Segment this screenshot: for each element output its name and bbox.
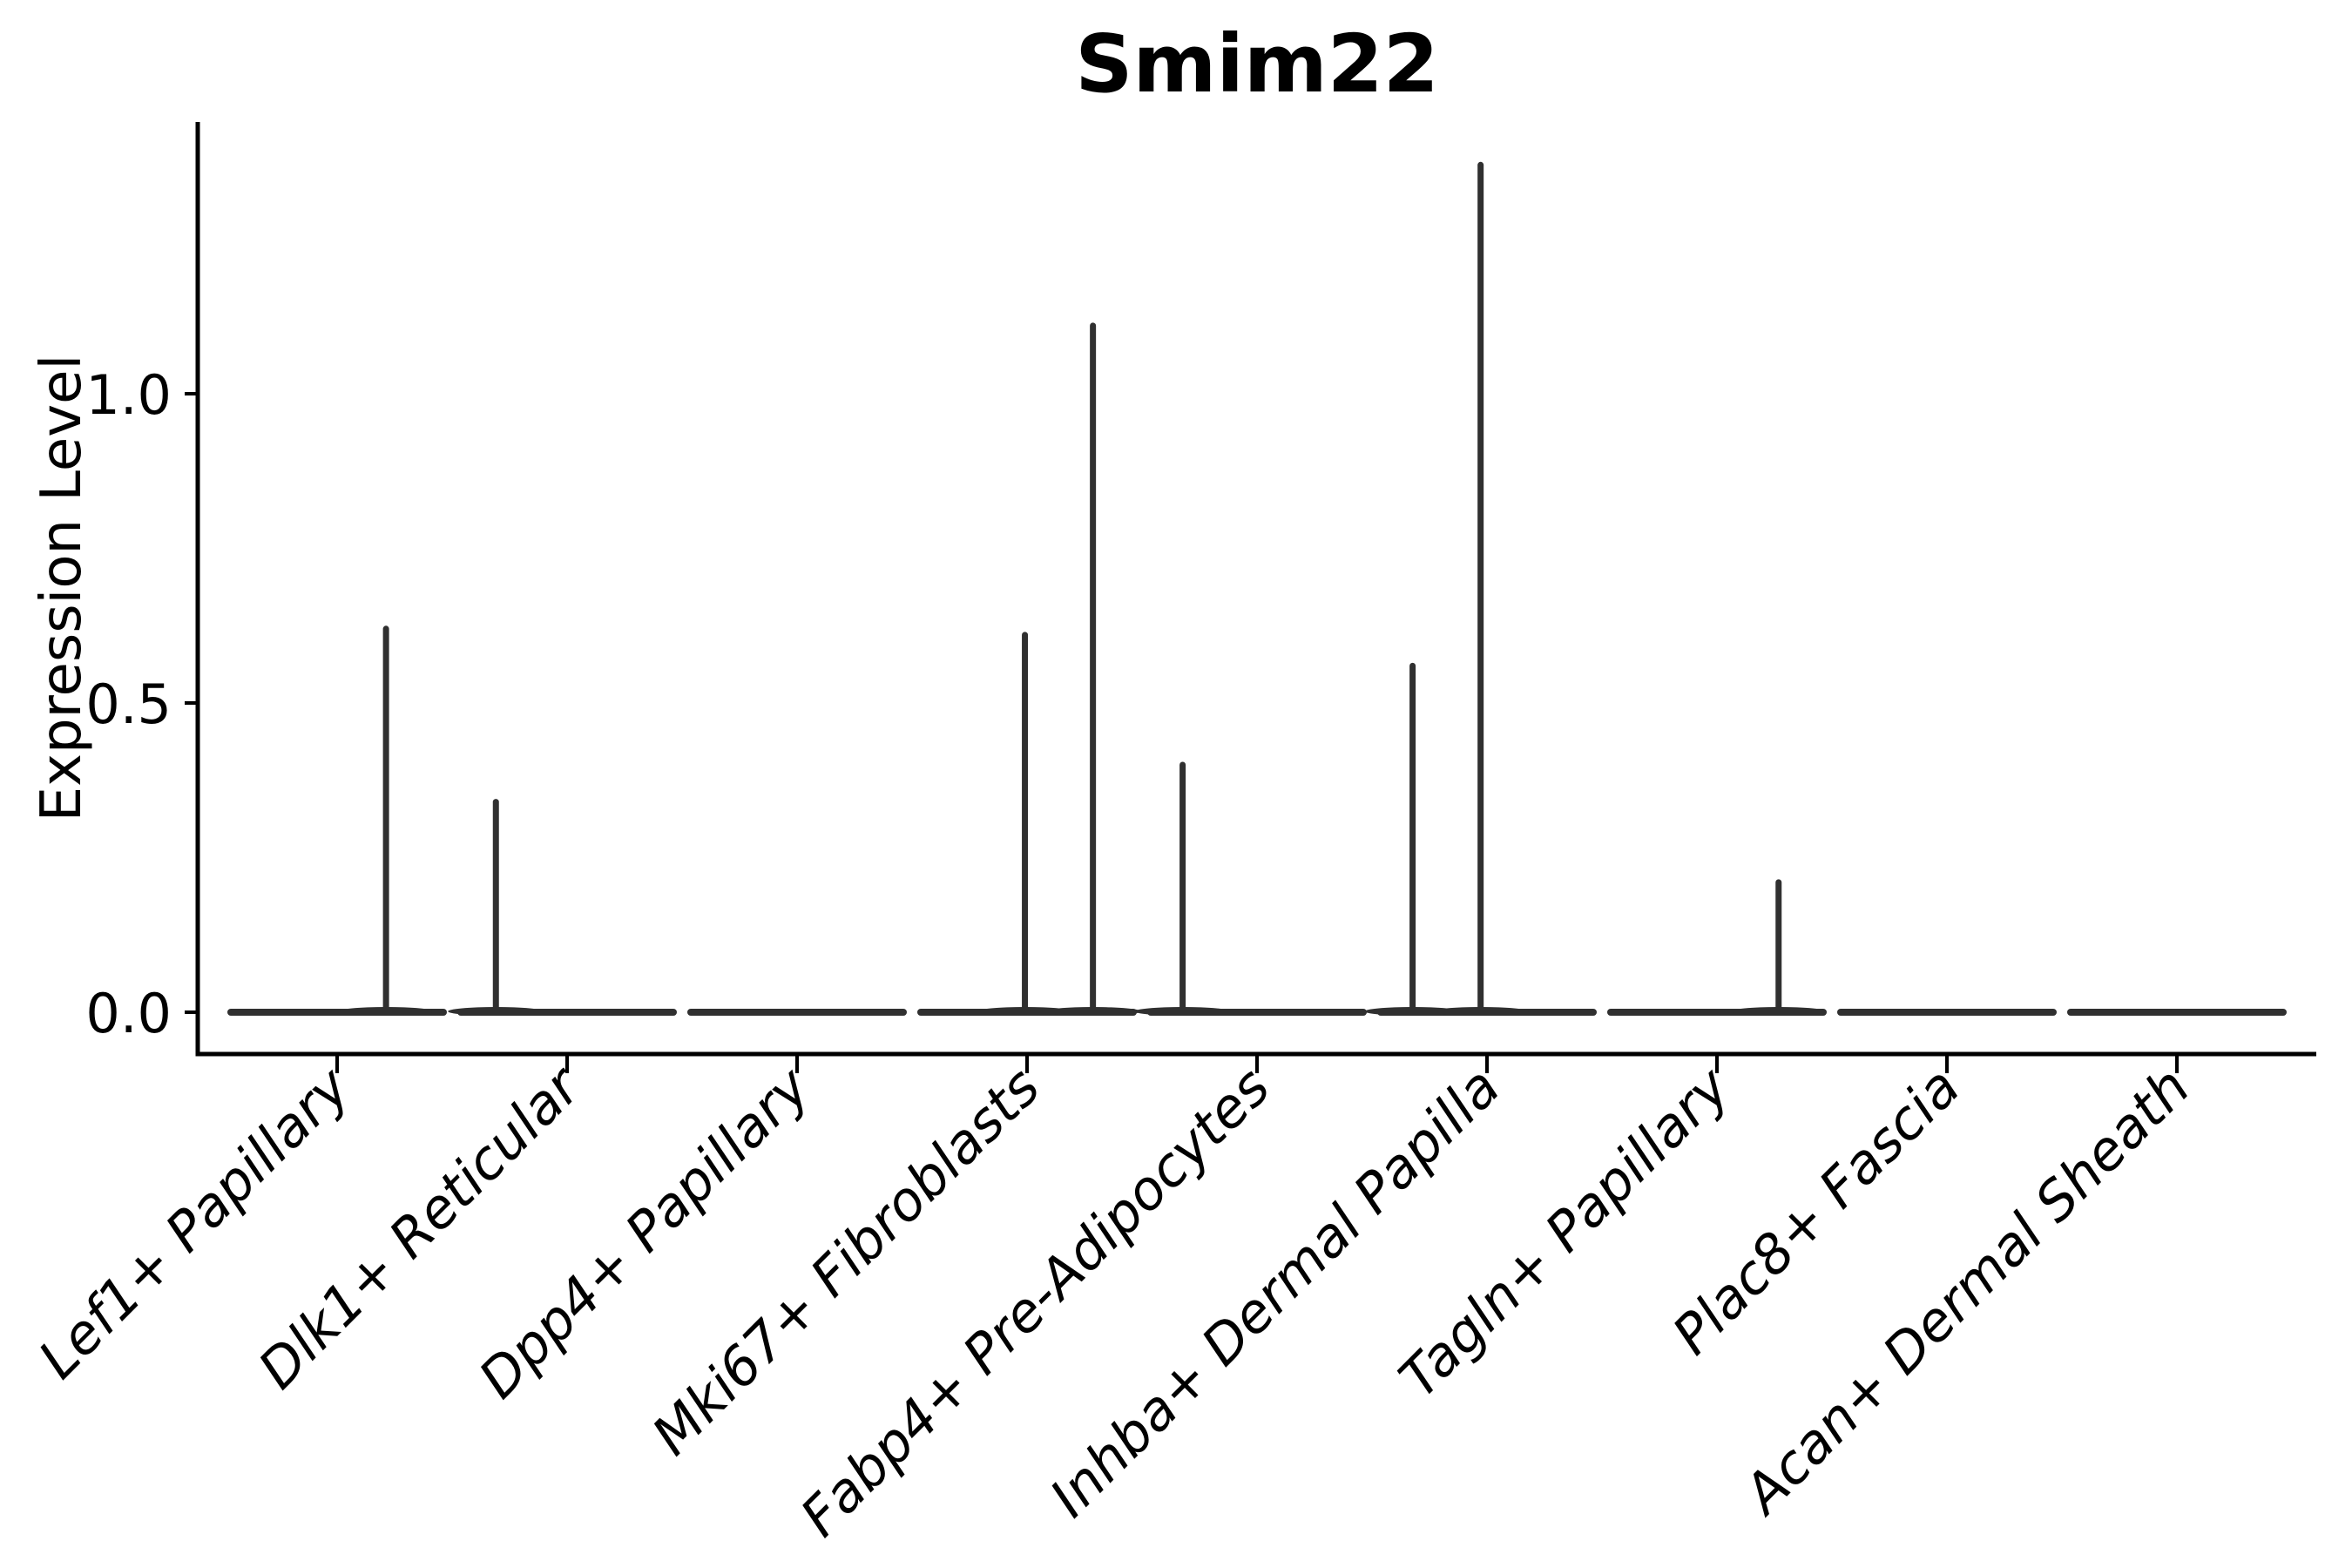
violin — [1364, 161, 1597, 1016]
violin — [1607, 879, 1827, 1016]
y-tick-label: 1.0 — [85, 363, 172, 427]
chart-title: Smim22 — [1075, 17, 1439, 111]
violin — [1134, 761, 1367, 1016]
x-tick-label: Acan+ Dermal Sheath — [1729, 1055, 2202, 1528]
violins — [227, 161, 2287, 1016]
y-axis-ticks: 0.0 0.5 1.0 — [85, 363, 198, 1045]
violin — [448, 799, 677, 1016]
x-tick-label: Mki67+ Fibroblasts — [639, 1055, 1051, 1467]
x-tick-label: Fabp4+ Pre-Adipocytes — [788, 1055, 1282, 1549]
y-tick-label: 0.5 — [85, 672, 172, 736]
y-tick-label: 0.0 — [85, 982, 172, 1045]
violin — [227, 625, 447, 1016]
y-axis-label: Expression Level — [30, 355, 94, 822]
violin — [917, 322, 1141, 1016]
x-tick-label: Inhba+ Dermal Papilla — [1037, 1055, 1511, 1529]
axes-spines — [195, 122, 2316, 1057]
